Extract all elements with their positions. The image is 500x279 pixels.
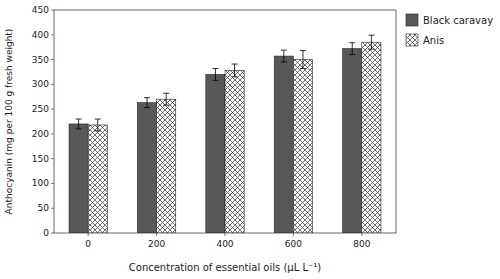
bar [88, 125, 107, 233]
bar [69, 124, 88, 233]
error-bar [76, 119, 82, 129]
bar [343, 49, 362, 233]
error-bar [232, 64, 238, 77]
error-bar [300, 51, 306, 69]
x-axis-label: Concentration of essential oils (μL L⁻¹) [129, 262, 322, 273]
legend: Black caravay Anis [406, 14, 493, 46]
x-tick-label: 800 [353, 239, 370, 249]
chart-container: 0 50 100 150 200 250 300 350 400 450 0 200 400 600 800… [0, 0, 500, 279]
bar [157, 99, 176, 233]
error-bar [212, 68, 218, 80]
y-tick-label: 100 [32, 178, 49, 188]
y-tick-label: 300 [32, 79, 49, 89]
legend-swatch [406, 14, 418, 26]
bar [293, 60, 312, 233]
y-tick [51, 10, 54, 11]
y-tick [51, 133, 54, 134]
bar [362, 42, 381, 233]
bar [137, 103, 156, 233]
y-tick-label: 350 [32, 55, 49, 65]
plot-frame [54, 10, 396, 233]
error-bar [95, 119, 101, 131]
y-tick [51, 109, 54, 110]
y-tick-label: 200 [32, 129, 49, 139]
chart-svg: 0 50 100 150 200 250 300 350 400 450 0 200 400 600 800… [0, 0, 500, 279]
error-bar [163, 93, 169, 105]
y-tick [51, 34, 54, 35]
legend-label: Black caravay [423, 15, 493, 26]
legend-label: Anis [423, 35, 444, 46]
y-tick [51, 208, 54, 209]
x-tick-label: 600 [285, 239, 302, 249]
x-tick [225, 233, 226, 236]
y-tick-label: 250 [32, 104, 49, 114]
y-axis-label: Anthocyanin (mg per 100 g fresh weight) [4, 29, 14, 215]
error-bar [368, 35, 374, 49]
bar [274, 56, 293, 233]
y-tick [51, 233, 54, 234]
y-axis: 0 50 100 150 200 250 300 350 400 450 [32, 5, 54, 238]
x-tick-label: 200 [148, 239, 165, 249]
x-axis: 0 200 400 600 800 [85, 233, 370, 249]
x-tick-label: 0 [85, 239, 91, 249]
x-tick [88, 233, 89, 236]
y-tick-label: 150 [32, 154, 49, 164]
error-bar [349, 43, 355, 55]
x-tick-label: 400 [216, 239, 233, 249]
bar [206, 74, 225, 233]
error-bar [144, 98, 150, 108]
legend-swatch [406, 34, 418, 46]
x-tick [156, 233, 157, 236]
error-bar [281, 50, 287, 62]
y-tick [51, 84, 54, 85]
bars [69, 35, 381, 233]
x-tick [293, 233, 294, 236]
y-tick-label: 0 [43, 228, 49, 238]
y-tick [51, 158, 54, 159]
y-tick-label: 450 [32, 5, 49, 15]
y-tick-label: 400 [32, 30, 49, 40]
y-tick-label: 50 [38, 203, 50, 213]
x-tick [361, 233, 362, 236]
bar [225, 70, 244, 233]
y-tick [51, 183, 54, 184]
y-tick [51, 59, 54, 60]
